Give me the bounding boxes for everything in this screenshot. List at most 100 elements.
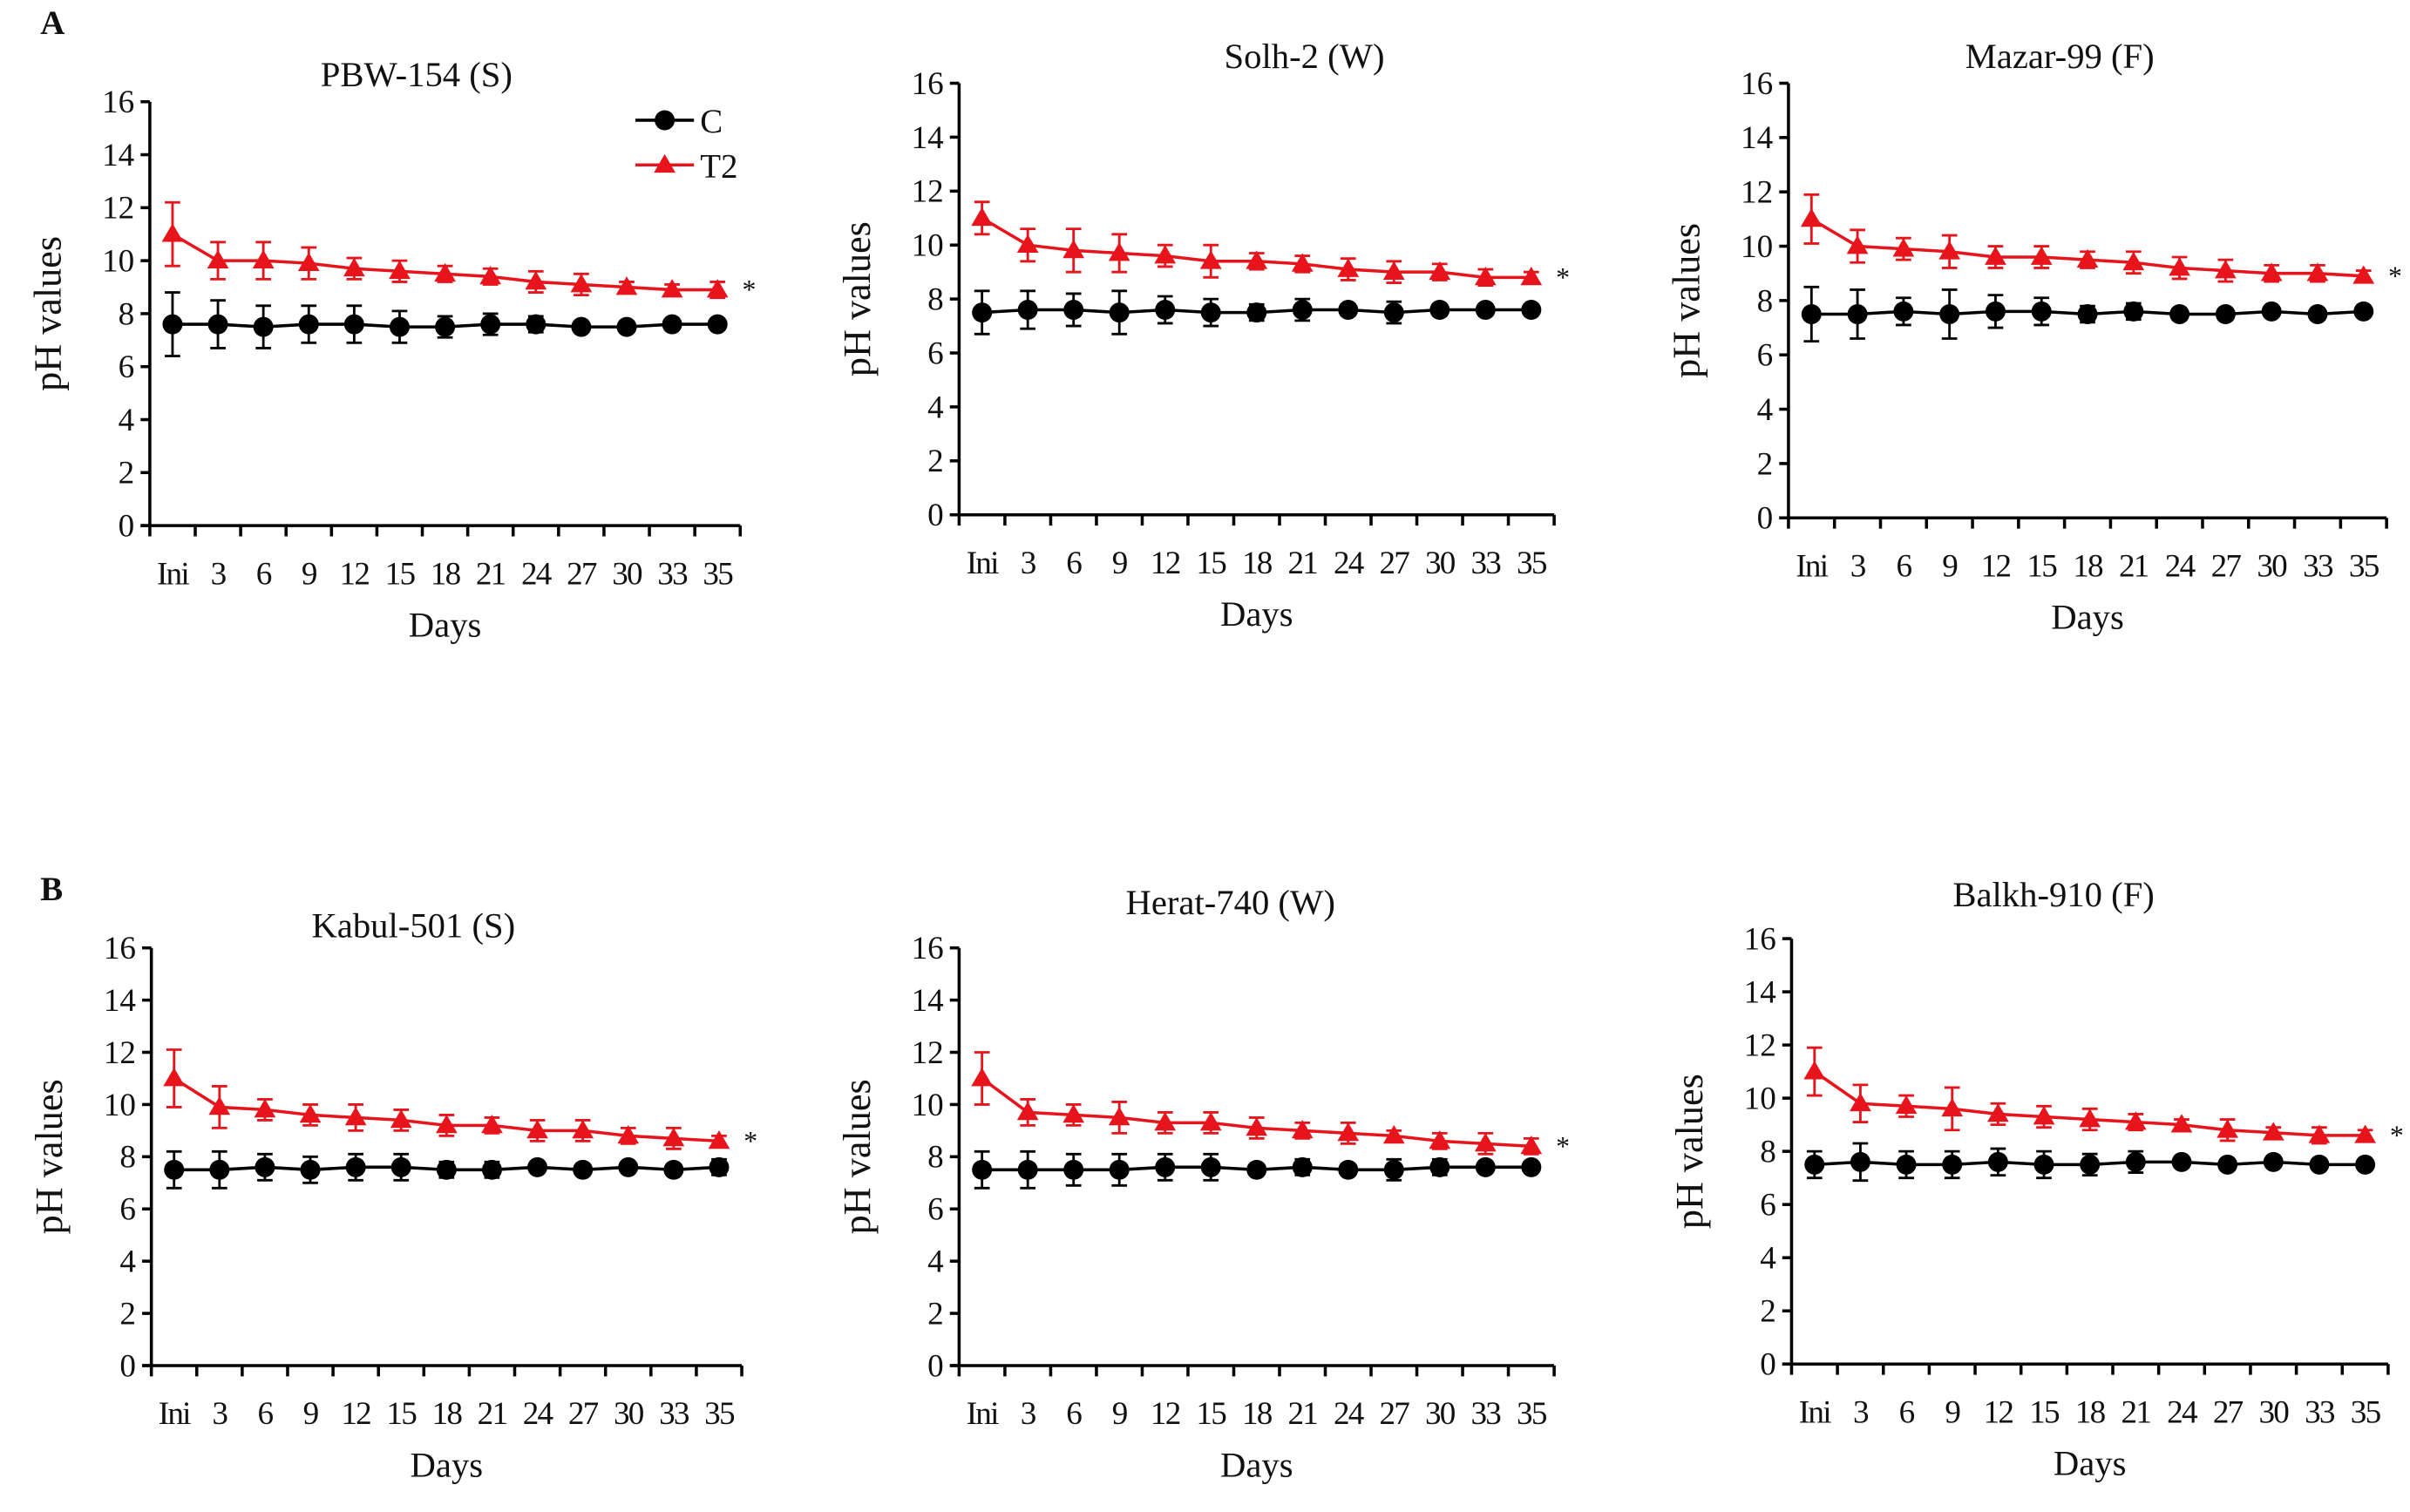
x-tick-label: Ini	[159, 1396, 191, 1432]
significance-asterisk: *	[2390, 1120, 2404, 1150]
x-tick-label: 35	[2351, 1394, 2381, 1430]
data-point-triangle	[435, 1115, 458, 1134]
data-point-circle	[972, 302, 993, 323]
x-tick-label: 30	[2257, 548, 2287, 584]
data-point-circle	[2261, 301, 2282, 322]
x-tick-label: 3	[1021, 1396, 1036, 1432]
x-tick-label: Ini	[1796, 548, 1828, 584]
y-tick-label: 8	[119, 296, 135, 332]
data-point-triangle	[2076, 248, 2099, 268]
data-point-circle	[1383, 302, 1404, 323]
data-point-triangle	[343, 257, 365, 277]
x-tick-label: 33	[2303, 548, 2333, 584]
data-point-circle	[2263, 1151, 2284, 1172]
data-point-triangle	[2170, 1114, 2193, 1133]
data-point-triangle	[1062, 240, 1085, 259]
data-point-circle	[255, 1156, 275, 1177]
x-axis-label: Days	[411, 1445, 484, 1484]
y-tick-label: 4	[119, 403, 135, 438]
x-tick-label: 6	[258, 1396, 274, 1432]
data-point-triangle	[1154, 1112, 1177, 1131]
data-point-circle	[1475, 1156, 1496, 1177]
y-tick-label: 10	[912, 1088, 944, 1123]
x-tick-label: 15	[2029, 1394, 2060, 1430]
y-axis-label: pH values	[836, 221, 879, 376]
data-point-triangle	[481, 1115, 503, 1134]
y-tick-label: 14	[912, 983, 944, 1019]
data-point-circle	[1804, 1154, 1825, 1175]
data-point-circle	[207, 314, 228, 335]
data-point-circle	[1429, 1156, 1450, 1177]
x-tick-label: 30	[1425, 546, 1456, 581]
x-tick-label: 35	[2349, 548, 2379, 584]
data-point-circle	[2031, 301, 2052, 322]
series-C	[1801, 285, 2374, 343]
y-tick-label: 16	[912, 931, 944, 966]
data-point-triangle	[1803, 1061, 1826, 1080]
x-tick-label: 24	[521, 556, 552, 592]
data-point-triangle	[2033, 1106, 2055, 1125]
data-point-triangle	[706, 279, 729, 298]
x-tick-label: 12	[1151, 1396, 1180, 1432]
y-tick-label: 10	[1744, 1081, 1776, 1117]
y-tick-label: 8	[927, 1140, 944, 1176]
y-tick-label: 14	[912, 120, 944, 156]
data-point-triangle	[526, 1120, 548, 1139]
data-point-triangle	[390, 1109, 412, 1129]
data-point-circle	[2125, 1151, 2146, 1172]
data-point-circle	[1850, 1151, 1870, 1172]
data-point-triangle	[1337, 1122, 1360, 1142]
y-tick-label: 0	[927, 498, 944, 533]
data-point-triangle	[1520, 1135, 1543, 1155]
y-tick-label: 0	[119, 1348, 136, 1384]
data-point-triangle	[389, 260, 411, 280]
x-tick-label: 30	[614, 1396, 644, 1432]
data-point-triangle	[1246, 1117, 1268, 1136]
data-point-triangle	[1474, 1132, 1497, 1152]
x-tick-label: 21	[2119, 548, 2149, 584]
series-C	[162, 291, 728, 357]
chart-title: Mazar-99 (F)	[1965, 37, 2155, 76]
x-tick-label: 27	[2213, 1394, 2244, 1430]
data-point-circle	[481, 1159, 502, 1180]
x-tick-label: 27	[1379, 1396, 1409, 1432]
y-tick-label: 16	[102, 85, 134, 120]
y-tick-label: 16	[1744, 921, 1776, 957]
x-tick-label: 6	[256, 556, 272, 592]
data-point-circle	[345, 1156, 366, 1177]
data-point-triangle	[1520, 266, 1543, 286]
x-tick-label: 9	[1945, 1394, 1960, 1430]
x-tick-label: 9	[1112, 1396, 1128, 1432]
series-C	[972, 1149, 1542, 1190]
x-tick-label: 3	[1853, 1394, 1869, 1430]
data-point-circle	[2123, 301, 2144, 322]
data-point-circle	[1985, 301, 2006, 322]
data-point-circle	[209, 1159, 230, 1180]
data-point-triangle	[1108, 242, 1130, 261]
y-axis-label: pH values	[28, 1079, 71, 1234]
significance-asterisk: *	[1556, 262, 1570, 293]
x-tick-label: 18	[2075, 1394, 2106, 1430]
data-point-triangle	[163, 1068, 186, 1087]
chart-title: PBW-154 (S)	[321, 55, 513, 94]
data-point-circle	[1246, 1159, 1267, 1180]
series-T2	[1800, 193, 2375, 284]
y-tick-label: 16	[1741, 66, 1773, 102]
data-point-circle	[1383, 1159, 1404, 1180]
data-point-circle	[573, 1159, 594, 1180]
data-point-triangle	[1291, 1120, 1314, 1139]
x-tick-label: 15	[2026, 548, 2057, 584]
x-tick-label: Ini	[967, 1396, 999, 1432]
data-point-triangle	[971, 207, 994, 227]
x-tick-label: 33	[1471, 1396, 1502, 1432]
data-point-circle	[709, 1156, 730, 1177]
x-axis-label: Days	[409, 605, 482, 644]
data-point-triangle	[1474, 266, 1497, 286]
data-point-circle	[298, 314, 319, 335]
data-point-triangle	[252, 249, 275, 268]
data-point-triangle	[1985, 246, 2006, 265]
x-tick-label: 6	[1896, 548, 1911, 584]
data-point-circle	[162, 314, 183, 335]
